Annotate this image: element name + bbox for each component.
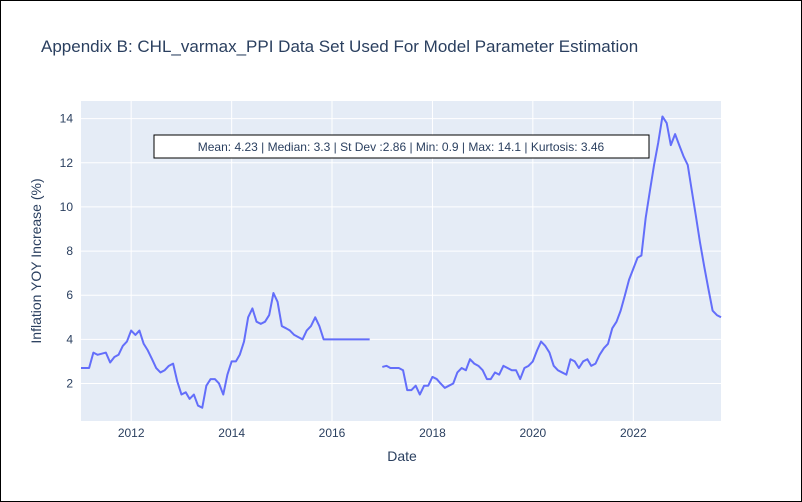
stats-annotation-box <box>153 134 650 159</box>
y-tick-label: 4 <box>66 332 73 346</box>
y-tick-label: 14 <box>60 112 74 126</box>
x-tick-label: 2016 <box>319 426 346 440</box>
x-tick-label: 2012 <box>118 426 145 440</box>
x-axis-title: Date <box>387 448 417 464</box>
x-tick-label: 2020 <box>519 426 546 440</box>
y-tick-label: 10 <box>60 200 74 214</box>
series-group <box>81 115 722 409</box>
y-tick-label: 6 <box>66 288 73 302</box>
x-tick-label: 2018 <box>419 426 446 440</box>
y-tick-label: 12 <box>60 156 74 170</box>
chart-title: Appendix B: CHL_varmax_PPI Data Set Used… <box>41 37 638 56</box>
stats-annotation-text: Mean: 4.23 | Median: 3.3 | St Dev :2.86 … <box>198 140 605 154</box>
series-line <box>81 115 722 409</box>
y-tick-labels: 2 4 6 8 10 12 14 <box>60 112 74 391</box>
x-tick-label: 2014 <box>218 426 245 440</box>
x-tick-label: 2022 <box>620 426 647 440</box>
x-tick-labels: 2012 2014 2016 2018 2020 2022 <box>118 426 647 440</box>
y-tick-label: 8 <box>66 244 73 258</box>
y-axis-title: Inflation YOY Increase (%) <box>28 178 44 343</box>
y-gridlines <box>81 118 721 384</box>
stats-annotation: Mean: 4.23 | Median: 3.3 | St Dev :2.86 … <box>153 134 650 159</box>
y-tick-label: 2 <box>66 376 73 390</box>
